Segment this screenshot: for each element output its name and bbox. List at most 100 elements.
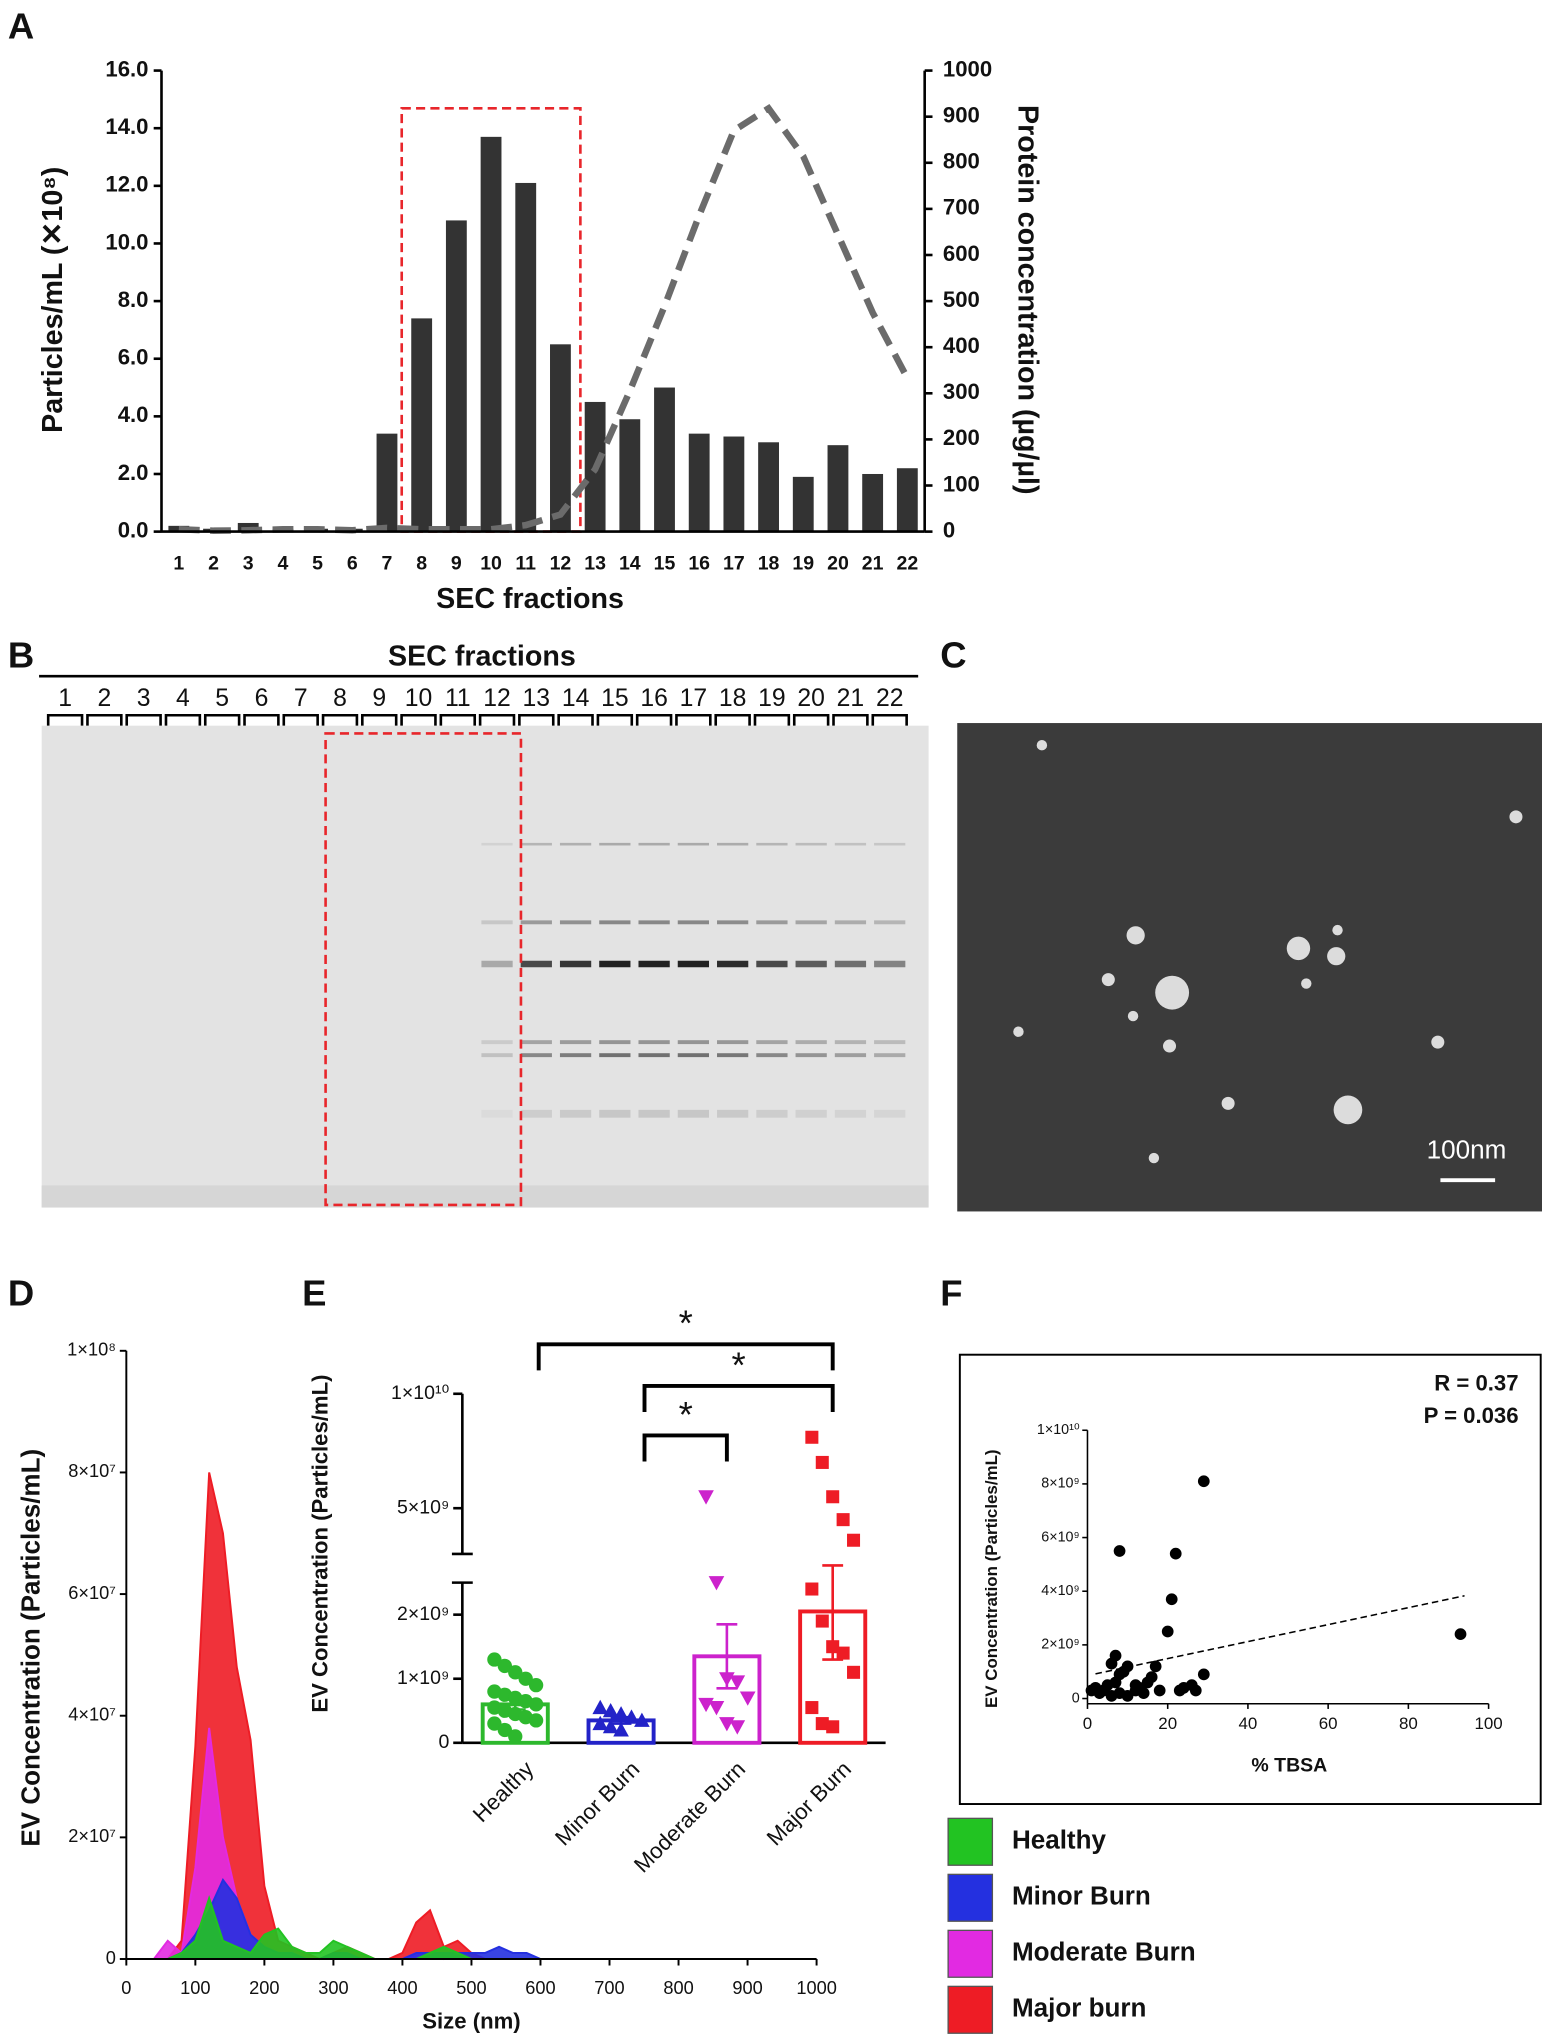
protein-band [717,1053,749,1058]
vesicle [1148,1152,1160,1164]
y-tick-label: 2×10⁹ [397,1603,449,1625]
x-axis-title: Size (nm) [422,2009,520,2034]
lane-bracket [86,713,123,726]
data-point [1109,1676,1122,1689]
protein-line [178,103,911,534]
vesicle [1333,1095,1363,1125]
bar [723,436,745,532]
protein-band [599,920,631,925]
lane-label: 11 [445,685,471,712]
significance-bracket [642,1433,729,1462]
data-point [528,1677,544,1693]
protein-band [559,960,592,968]
y-tick-label: 0 [1072,1690,1080,1706]
x-tick-label: 18 [758,552,780,574]
x-tick-label: 600 [525,1977,555,1998]
data-point [497,1722,512,1738]
y2-tick-label: 700 [943,195,980,220]
vesicle [1431,1035,1445,1049]
data-point [1153,1684,1166,1697]
lane-bracket [557,713,594,726]
x-tick-label: 9 [451,552,462,574]
protein-band [559,1109,592,1118]
x-tick-label: 900 [732,1977,762,1998]
y-tick-label: 1×10¹⁰ [391,1382,449,1404]
data-point [528,1697,544,1712]
x-tick-label: 40 [1239,1714,1258,1733]
lane-label: 19 [758,685,786,712]
vesicle [1332,924,1343,936]
data-point [592,1715,609,1731]
y-tick-label: 8×10⁷ [68,1460,116,1481]
protein-band [599,1109,631,1118]
protein-band [834,920,867,925]
x-tick-label: 800 [663,1977,693,1998]
protein-band [638,1109,670,1118]
vesicle [1327,947,1346,966]
vesicle [1126,926,1145,945]
vesicle [1221,1096,1235,1110]
protein-band [481,920,513,925]
y-tick-label: 2×10⁹ [1041,1637,1079,1653]
protein-band [638,920,670,925]
lane-bracket [635,713,673,726]
legend-label: Moderate Burn [1012,1937,1196,1967]
data-point [1165,1593,1178,1606]
protein-band [756,1109,788,1118]
data-point [1173,1684,1186,1697]
x-tick-label: 14 [619,552,641,574]
protein-band [677,842,710,846]
x-tick-label: 300 [318,1977,348,1998]
x-tick-label: 2 [208,552,219,574]
panel-frame [958,1353,1542,1806]
x-tick-label: Healthy [468,1756,539,1827]
protein-band [717,842,749,846]
x-tick-label: 1 [173,552,184,574]
lane-bracket [518,713,555,726]
significance-bracket [642,1384,835,1413]
data-point [805,1430,819,1444]
protein-band [677,920,710,925]
data-point [826,1640,840,1654]
lane-bracket [164,713,202,726]
lane-bracket [125,713,162,726]
lane-bracket [832,713,869,726]
y-tick-label: 6×10⁹ [1041,1529,1079,1545]
y2-tick-label: 300 [943,379,980,404]
protein-band [638,960,670,968]
bar [896,468,918,532]
bar [827,445,849,532]
lane-bracket [46,713,84,726]
lane-label: 15 [601,685,629,712]
x-tick-label: 4 [277,552,288,574]
lane-bracket [871,713,908,726]
panel-label: C [940,635,966,676]
lane-bracket [792,713,830,726]
protein-band [559,1053,592,1058]
data-point [826,1490,840,1504]
trend-line [1095,1595,1465,1675]
lane-label: 5 [215,685,229,712]
lane-bracket [243,713,280,726]
protein-band [834,1053,867,1058]
panel-label: A [8,6,34,47]
bar [550,344,571,532]
protein-band [874,1040,906,1045]
x-tick-label: 200 [249,1977,279,1998]
stat-annotation: R = 0.37 [1434,1371,1518,1396]
x-tick-label: 0 [121,1977,131,1998]
lane-bracket [361,713,398,726]
y-tick-label: 10.0 [105,229,148,254]
data-point [698,1490,714,1505]
x-tick-label: 19 [792,552,814,574]
data-point [1117,1665,1130,1678]
data-point [602,1702,619,1718]
x-tick-label: 6 [347,552,358,574]
lane-bracket [596,713,634,726]
lane-label: 1 [58,685,72,712]
protein-band [795,1109,827,1118]
data-point [592,1699,609,1715]
significance-label: * [679,1303,693,1344]
x-tick-label: 100 [1474,1714,1502,1733]
legend-label: Minor Burn [1012,1881,1151,1911]
